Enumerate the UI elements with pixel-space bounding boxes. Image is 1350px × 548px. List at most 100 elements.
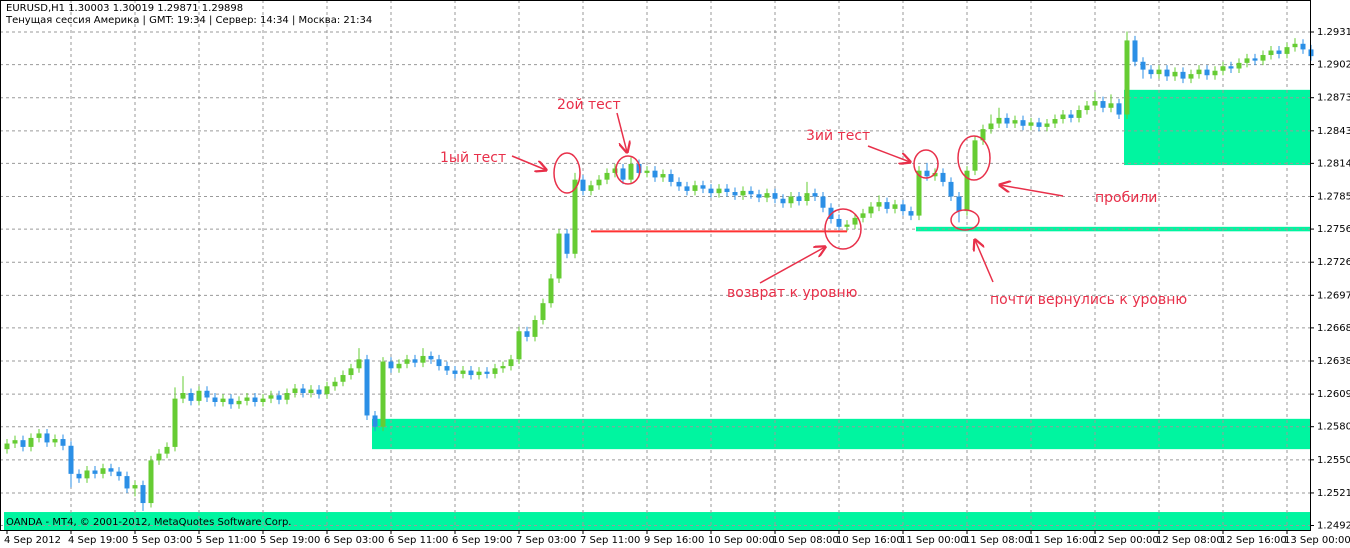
- candle-body: [972, 140, 978, 171]
- candle-body: [876, 202, 882, 207]
- candle-body: [108, 468, 114, 472]
- candle-body: [1180, 71, 1186, 79]
- zone: [372, 418, 1310, 450]
- candle-body: [68, 445, 74, 474]
- candle-body: [588, 185, 594, 191]
- candle-body: [700, 185, 706, 189]
- candle-body: [316, 389, 322, 395]
- candle-body: [116, 471, 122, 477]
- candle-body: [1284, 47, 1290, 54]
- highlight-circle: [957, 135, 991, 181]
- candle-body: [732, 192, 738, 196]
- candle-body: [1300, 43, 1306, 50]
- candle-body: [252, 397, 258, 402]
- candle-body: [388, 361, 394, 369]
- candle-body: [1092, 101, 1098, 106]
- candle-body: [596, 179, 602, 186]
- candle-body: [524, 331, 530, 337]
- candle-body: [284, 393, 290, 400]
- arrow: [511, 155, 546, 170]
- candle-body: [36, 433, 42, 438]
- y-tick-label: 1.26680: [1317, 323, 1350, 334]
- candle-body: [724, 188, 730, 193]
- candle-body: [1204, 69, 1210, 76]
- candle-body: [412, 359, 418, 363]
- candle-body: [620, 168, 626, 180]
- zone: [1124, 89, 1310, 166]
- candle-body: [684, 186, 690, 191]
- candle-body: [76, 473, 82, 479]
- grid: [0, 0, 1310, 530]
- candle-body: [1212, 70, 1218, 76]
- candle-body: [156, 453, 162, 461]
- highlight-circle: [950, 209, 980, 231]
- candle-body: [644, 170, 650, 173]
- candle-body: [796, 196, 802, 201]
- candle-body: [292, 388, 298, 394]
- candle-body: [924, 170, 930, 177]
- candle-body: [836, 218, 842, 227]
- candle-body: [188, 393, 194, 401]
- y-tick-label: 1.2521: [1317, 488, 1350, 499]
- candle-body: [380, 361, 386, 427]
- y-tick-label: 1.28145: [1317, 158, 1350, 169]
- annotations: 1ый тест 2ой тест 3ий тест пробили возврат к…: [440, 97, 1187, 308]
- x-tick-label: 10 Sep 08:00: [772, 535, 839, 546]
- candle-body: [1148, 69, 1154, 75]
- candle-body: [172, 398, 178, 447]
- candle-body: [804, 193, 810, 201]
- candle-body: [396, 363, 402, 369]
- candle-body: [1164, 69, 1170, 77]
- candle-body: [340, 375, 346, 382]
- candle-body: [612, 168, 618, 173]
- candle-body: [812, 193, 818, 197]
- candle-body: [1060, 114, 1066, 120]
- y-tick-label: 1.29025: [1317, 60, 1350, 71]
- candle-body: [668, 174, 674, 182]
- x-tick-label: 4 Sep 2012: [4, 535, 61, 546]
- candle-body: [844, 224, 850, 227]
- candle-body: [748, 190, 754, 195]
- candle-body: [420, 355, 426, 363]
- candle-body: [636, 163, 642, 173]
- x-tick-label: 5 Sep 19:00: [260, 535, 320, 546]
- candle-body: [1196, 69, 1202, 75]
- candle-body: [20, 440, 26, 447]
- candle-body: [1172, 71, 1178, 77]
- candle-body: [1020, 120, 1026, 126]
- x-tick-label: 7 Sep 11:00: [580, 535, 640, 546]
- annotation: возврат к уровню: [727, 285, 858, 301]
- candle-body: [1252, 58, 1258, 61]
- x-tick-label: 12 Sep 16:00: [1220, 535, 1287, 546]
- candle-body: [1188, 74, 1194, 79]
- candle-body: [228, 398, 234, 405]
- candle-body: [260, 398, 266, 402]
- candle-body: [852, 217, 858, 225]
- x-tick-label: 12 Sep 00:00: [1092, 535, 1159, 546]
- candle-body: [532, 320, 538, 337]
- candle-body: [140, 485, 146, 504]
- candle-body: [332, 381, 338, 387]
- candle-body: [236, 400, 242, 405]
- y-tick-label: 1.27560: [1317, 224, 1350, 235]
- x-tick-label: 11 Sep 08:00: [964, 535, 1031, 546]
- candle-body: [556, 233, 562, 279]
- candle-body: [460, 370, 466, 374]
- candle-body: [1276, 50, 1282, 54]
- candle-body: [1012, 120, 1018, 124]
- candle-body: [940, 172, 946, 182]
- candle-body: [652, 170, 658, 178]
- x-tick-label: 9 Sep 16:00: [644, 535, 704, 546]
- candle-body: [740, 190, 746, 196]
- candle-body: [820, 196, 826, 208]
- annotation: почти вернулись к уровню: [990, 292, 1187, 308]
- candle-body: [956, 196, 962, 212]
- candle-body: [1140, 61, 1146, 70]
- candle-body: [884, 202, 890, 209]
- candle-body: [476, 371, 482, 376]
- candle-body: [1108, 103, 1114, 108]
- candle-body: [100, 468, 106, 474]
- candle-body: [932, 172, 938, 177]
